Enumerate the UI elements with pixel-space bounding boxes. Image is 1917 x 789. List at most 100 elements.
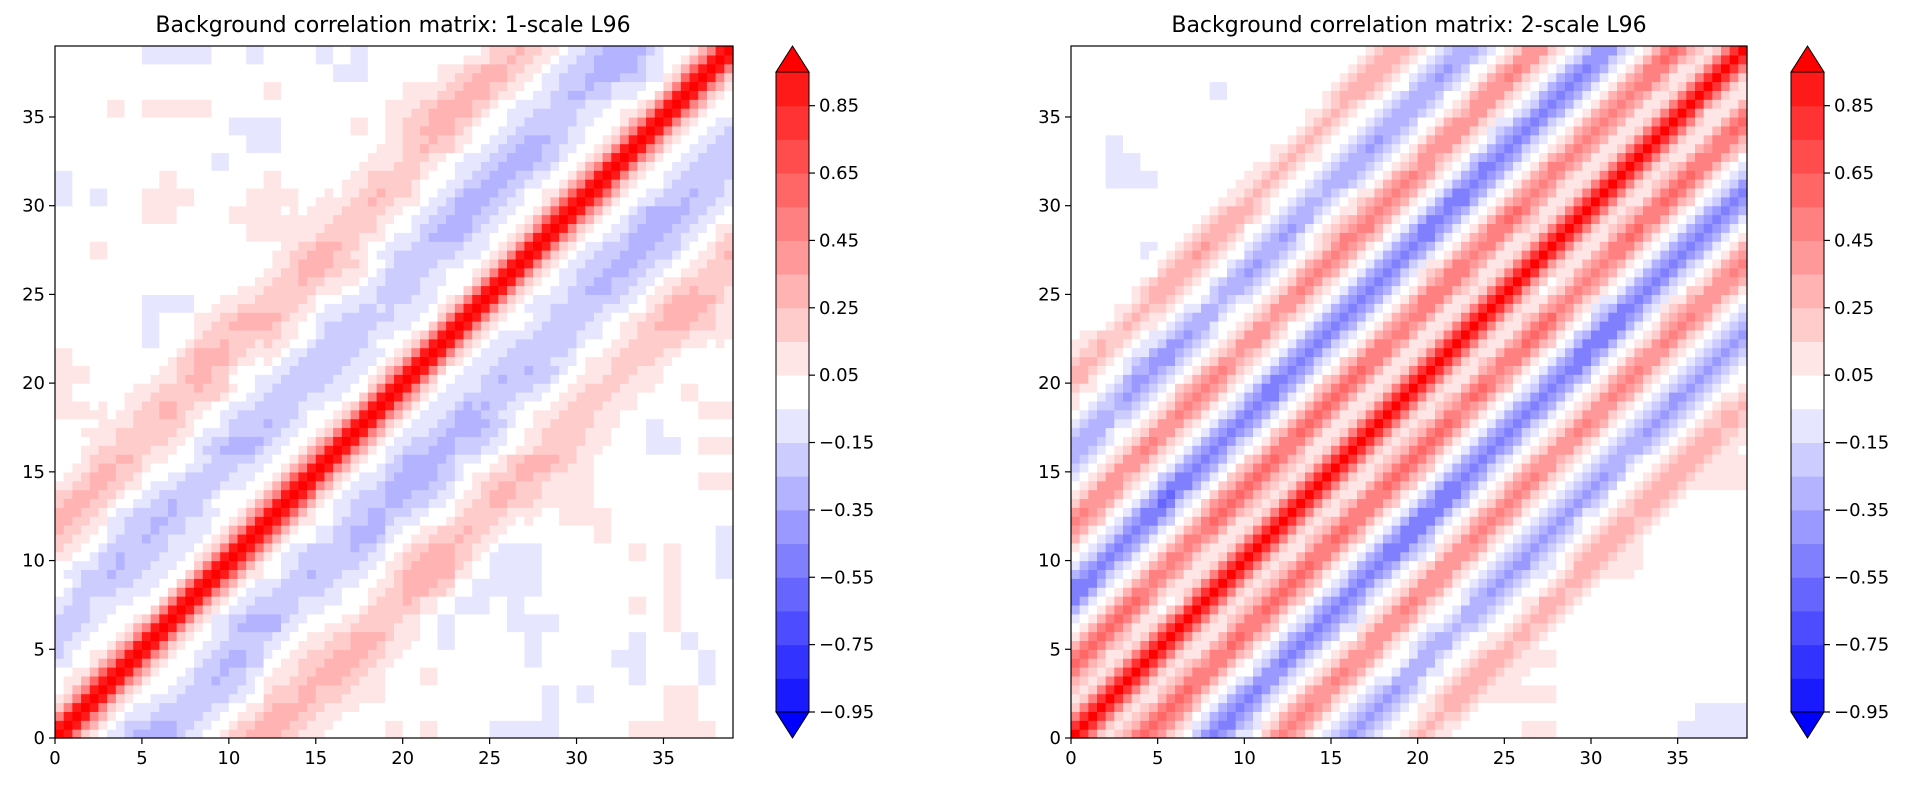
heatmap-cell [507,507,517,517]
heatmap-cell [150,489,160,500]
heatmap-cell [115,143,126,154]
heatmap-cell [489,54,499,65]
heatmap-cell [437,560,447,571]
heatmap-cell [202,729,213,739]
heatmap-cell [333,241,343,251]
heatmap-cell [115,702,126,712]
heatmap-cell [593,596,604,606]
heatmap-cell [350,312,360,322]
heatmap-cell [202,445,213,455]
heatmap-cell [333,667,343,677]
heatmap-cell [541,516,552,526]
heatmap-cell [515,400,525,411]
heatmap-cell [263,46,273,56]
heatmap-cell [585,267,595,278]
heatmap-cell [150,711,160,721]
heatmap-cell [168,569,178,579]
heatmap-cell [55,170,65,180]
heatmap-cell [472,250,482,260]
heatmap-cell [315,578,326,588]
heatmap-cell [307,658,317,668]
heatmap-cell [72,196,82,207]
heatmap-cell [350,99,360,109]
heatmap-cell [159,649,169,659]
heatmap-cell [159,134,169,145]
heatmap-cell [176,329,186,340]
heatmap-cell [507,702,517,712]
heatmap-cell [185,63,195,74]
heatmap-cell [220,365,230,375]
heatmap-cell [194,214,204,225]
heatmap-cell [472,649,482,659]
heatmap-cell [194,498,204,508]
heatmap-cell [220,250,230,260]
heatmap-cell [472,516,482,526]
heatmap-cell [567,729,578,739]
heatmap-cell [237,125,247,136]
heatmap-cell [315,241,326,251]
heatmap-cell [220,81,230,91]
heatmap-cell [185,454,195,464]
heatmap-cell [281,303,291,313]
heatmap-cell [507,338,517,349]
heatmap-cell [385,321,395,331]
heatmap-cell [489,285,499,296]
heatmap-cell [211,108,221,118]
heatmap-cell [489,702,499,712]
heatmap-cell [489,232,499,242]
heatmap-cell [307,267,317,278]
heatmap-cell [480,525,491,535]
heatmap-cell [272,462,282,473]
heatmap-cell [576,560,586,571]
heatmap-cell [202,533,213,544]
heatmap-cell [228,152,239,162]
heatmap-cell [63,569,73,579]
heatmap-cell [428,258,439,269]
heatmap-cell [246,46,256,56]
heatmap-cell [168,303,178,313]
heatmap-cell [350,365,360,375]
heatmap-cell [272,329,282,340]
heatmap-cell [194,303,204,313]
heatmap-cell [376,223,386,233]
heatmap-cell [263,392,273,402]
heatmap-cell [228,356,239,366]
heatmap-cell [307,436,317,446]
heatmap-cell [489,454,499,464]
heatmap-cell [359,596,369,606]
heatmap-cell [541,303,552,313]
heatmap-cell [489,125,499,136]
heatmap-cell [55,54,65,65]
heatmap-cell [55,383,65,393]
heatmap-cell [176,187,186,198]
heatmap-cell [524,241,534,251]
heatmap-cell [541,347,552,358]
heatmap-cell [446,498,456,508]
heatmap-cell [350,684,360,695]
heatmap-cell [72,329,82,340]
heatmap-cell [72,542,82,553]
heatmap-cell [359,365,369,375]
heatmap-cell [541,338,552,349]
heatmap-cell [228,462,239,473]
heatmap-cell [185,347,195,358]
heatmap-cell [246,347,256,358]
heatmap-cell [237,134,247,145]
heatmap-cell [489,170,499,180]
heatmap-cell [541,560,552,571]
heatmap-cell [133,649,143,659]
heatmap-cell [367,462,378,473]
heatmap-cell [428,108,439,118]
heatmap-cell [263,179,273,189]
heatmap-cell [402,667,412,677]
heatmap-cell [541,365,552,375]
heatmap-cell [194,462,204,473]
heatmap-cell [394,285,404,296]
heatmap-cell [350,134,360,145]
heatmap-cell [533,649,543,659]
heatmap-cell [324,675,334,686]
heatmap-cell [350,720,360,730]
heatmap-cell [437,312,447,322]
heatmap-cell [72,321,82,331]
heatmap-cell [602,303,612,313]
